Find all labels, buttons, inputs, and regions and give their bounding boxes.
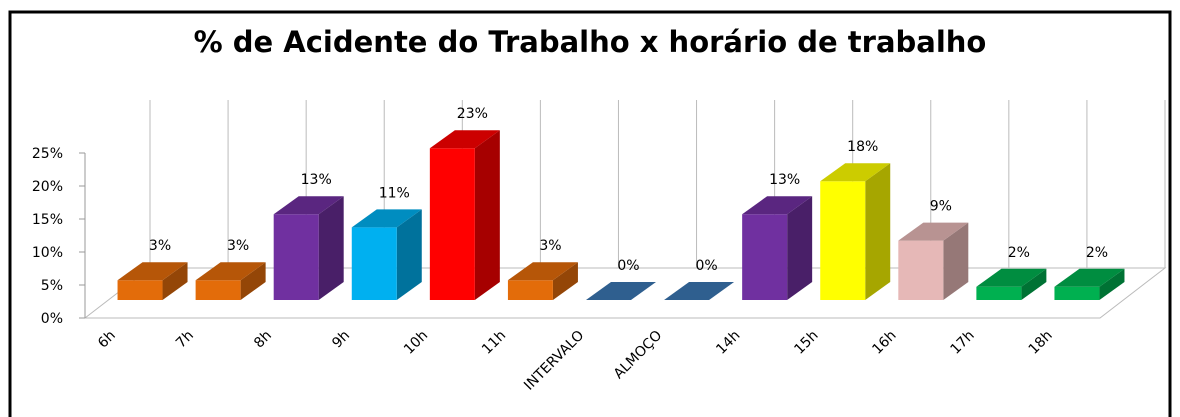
value-label: 13%: [301, 172, 332, 188]
bar-front: [742, 214, 788, 300]
x-tick-label: 8h: [251, 328, 275, 352]
bar: [351, 209, 422, 300]
bar: [742, 196, 813, 300]
bar-side: [240, 262, 266, 300]
bar-top: [195, 262, 266, 281]
bar-side: [865, 163, 891, 300]
bar: [664, 282, 735, 300]
bar-front: [117, 280, 163, 300]
bar-front: [1054, 286, 1100, 300]
value-label: 9%: [930, 199, 952, 215]
value-label: 3%: [149, 238, 171, 254]
bar-top: [664, 282, 735, 300]
bar-side: [552, 262, 578, 300]
value-label: 0%: [695, 258, 717, 274]
value-label: 18%: [847, 139, 878, 155]
bar-top: [586, 282, 656, 300]
x-tick-label: ALMOÇO: [611, 328, 666, 383]
bar-front: [507, 280, 553, 300]
chart-title: % de Acidente do Trabalho x horário de t…: [194, 25, 987, 59]
bar-top: [820, 163, 891, 182]
bar-front: [273, 214, 319, 300]
bar-side: [787, 196, 813, 300]
bar-top: [429, 130, 500, 149]
bar-top: [898, 222, 969, 241]
bar-side: [318, 196, 344, 300]
bar-front: [195, 280, 241, 300]
bar: [195, 262, 266, 300]
x-tick-label: 7h: [173, 328, 197, 352]
bar: [1054, 268, 1125, 300]
bar-top: [273, 196, 344, 215]
bar: [273, 196, 344, 300]
x-tick-label: 10h: [401, 328, 431, 358]
bar: [117, 262, 188, 300]
bar: [507, 262, 578, 300]
x-tick-label: 18h: [1026, 328, 1056, 358]
value-label: 0%: [617, 258, 639, 274]
value-label: 13%: [769, 172, 800, 188]
y-tick-label: 5%: [41, 278, 63, 294]
bar: [586, 282, 656, 300]
x-tick-label: 9h: [329, 328, 353, 352]
x-tick-label: 15h: [791, 328, 821, 358]
bar-front: [976, 286, 1022, 300]
frame: [8, 10, 1172, 417]
x-tick-label: INTERVALO: [521, 328, 587, 394]
bar: [429, 130, 500, 300]
bar-top: [742, 196, 813, 215]
y-tick-label: 15%: [32, 212, 63, 228]
bar: [898, 222, 969, 300]
bar-side: [162, 262, 188, 300]
y-tick-label: 0%: [41, 311, 63, 327]
value-label: 23%: [457, 106, 488, 122]
x-tick-label: 16h: [869, 328, 899, 358]
bar-top: [976, 268, 1047, 287]
bar-side: [943, 222, 969, 300]
bar-side: [396, 209, 422, 300]
value-label: 2%: [1086, 245, 1108, 261]
bar-side: [474, 130, 500, 300]
x-tick-label: 17h: [948, 328, 978, 358]
value-label: 3%: [539, 238, 561, 254]
bar-front: [820, 181, 866, 300]
value-label: 11%: [379, 185, 410, 201]
bar: [820, 163, 891, 300]
value-label: 3%: [227, 238, 249, 254]
bar-side: [1099, 268, 1125, 300]
y-tick-label: 25%: [32, 146, 63, 162]
bar-side: [1021, 268, 1047, 300]
x-tick-label: 14h: [713, 328, 743, 358]
bar-front: [429, 148, 475, 300]
bar-top: [117, 262, 188, 281]
bar-front: [898, 240, 944, 300]
value-label: 2%: [1008, 245, 1030, 261]
x-tick-label: 11h: [479, 328, 509, 358]
y-tick-label: 20%: [32, 179, 63, 195]
bar-top: [351, 209, 422, 228]
y-tick-label: 10%: [32, 245, 63, 261]
bar-top: [507, 262, 578, 281]
bar-front: [351, 227, 397, 300]
bar-top: [1054, 268, 1125, 287]
bar: [976, 268, 1047, 300]
x-tick-label: 6h: [95, 328, 119, 352]
